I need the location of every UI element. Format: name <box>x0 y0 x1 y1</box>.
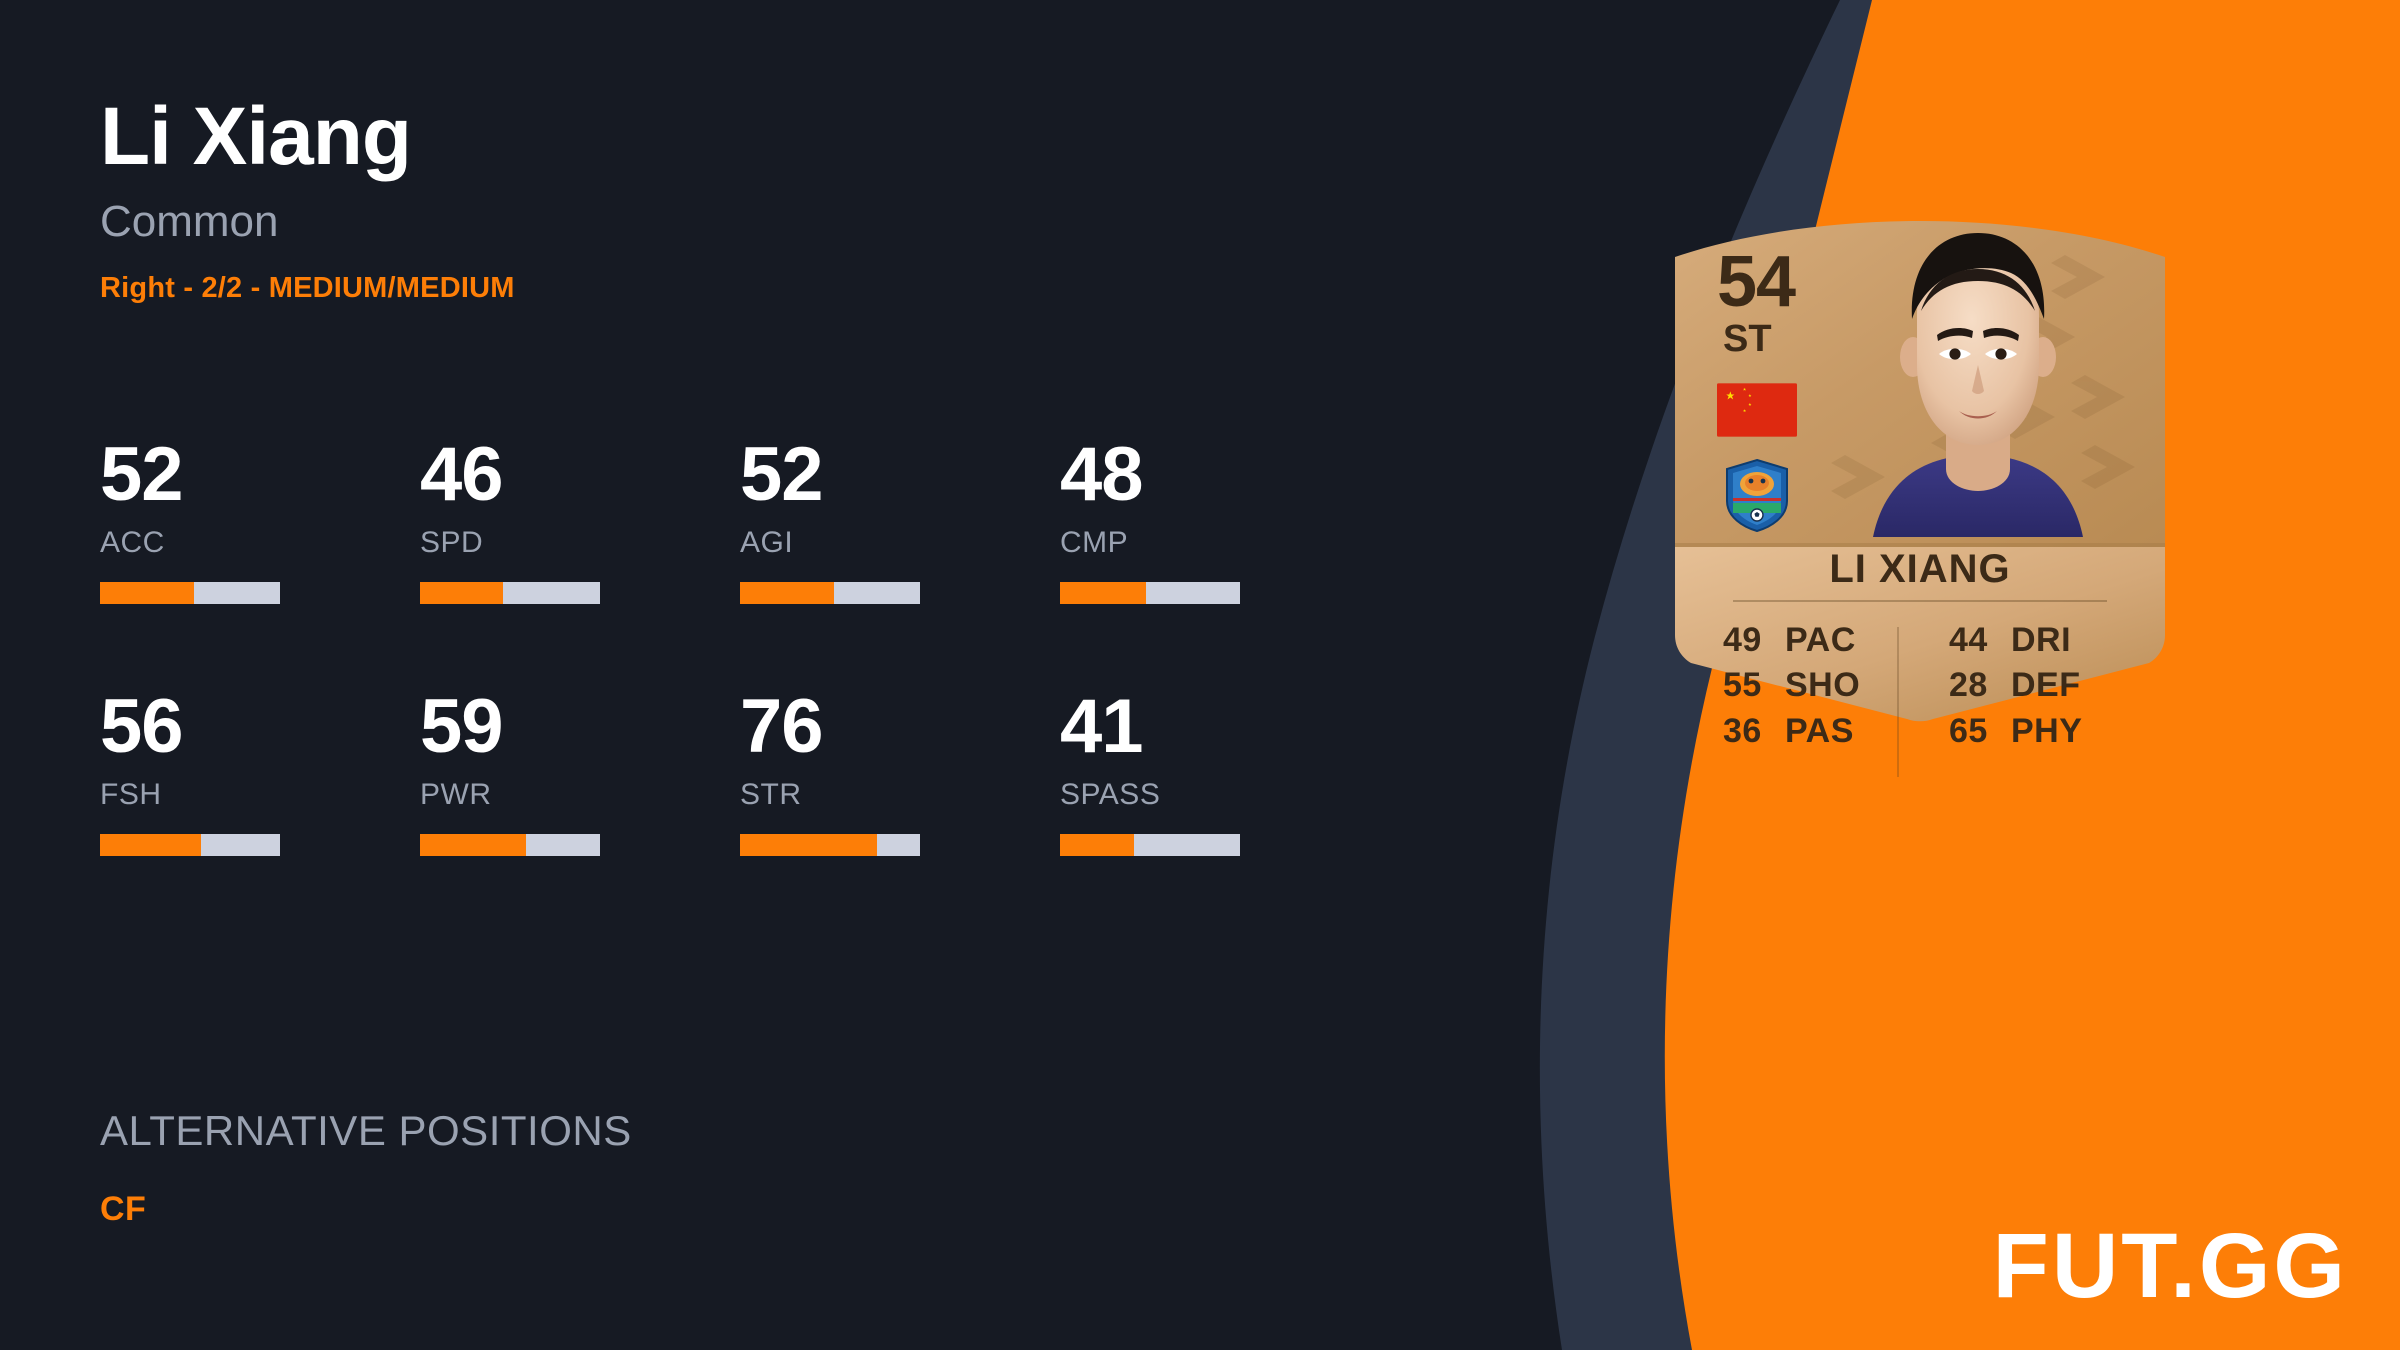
stat-cell: 52 ACC <box>100 432 380 604</box>
stat-progress-fill <box>740 581 834 604</box>
alternative-positions-section: ALTERNATIVE POSITIONS CF <box>100 1110 632 1229</box>
attribute-stats-grid: 52 ACC 46 SPD 52 AGI 48 CMP 56 FSH 59 PWR 76 STR 41 SPA… <box>100 432 1370 856</box>
stat-cell: 46 SPD <box>420 432 700 604</box>
stat-value: 76 <box>740 683 824 769</box>
stat-value: 48 <box>1060 432 1144 517</box>
card-player-name: LI XIANG <box>1829 547 2011 591</box>
dark-curve <box>0 0 1840 1350</box>
stat-progress-fill <box>1060 833 1134 856</box>
stat-label: FSH <box>100 777 162 811</box>
card-stat-row: 65 PHY <box>1949 711 2127 752</box>
stat-cell: 41 SPASS <box>1060 683 1340 856</box>
stat-value: 56 <box>100 683 184 769</box>
stat-value: 52 <box>100 432 184 517</box>
alternative-positions-list[interactable]: CF <box>100 1190 147 1228</box>
stat-label: SPASS <box>1060 777 1161 811</box>
stat-progress-bar <box>420 833 600 856</box>
card-divider <box>1733 600 2107 602</box>
stat-value: 46 <box>420 432 504 517</box>
stat-progress-bar <box>740 833 920 856</box>
futgg-logo[interactable]: FUT.GG <box>1992 1215 2348 1317</box>
card-position: ST <box>1723 318 1772 360</box>
club-crest-icon <box>1723 457 1791 533</box>
stat-cell: 48 CMP <box>1060 432 1340 604</box>
card-stat-label: DEF <box>2011 666 2081 705</box>
stat-progress-fill <box>100 833 201 856</box>
stat-label: AGI <box>740 525 794 559</box>
card-stat-label: PHY <box>2011 711 2083 750</box>
stat-label: SPD <box>420 525 484 559</box>
stat-progress-bar <box>420 581 600 604</box>
card-stat-value: 44 <box>1949 621 1988 659</box>
card-stat-value: 55 <box>1723 666 1762 705</box>
card-stats-left-column: 49 PAC 55 SHO 36 PAS <box>1723 620 1901 752</box>
card-stat-value: 49 <box>1723 621 1762 659</box>
card-stat-value: 65 <box>1949 711 1988 750</box>
card-stat-row: 28 DEF <box>1949 665 2127 706</box>
stat-progress-fill <box>420 581 503 604</box>
card-vertical-divider <box>1897 627 1899 777</box>
stat-progress-fill <box>1060 581 1147 604</box>
stat-progress-fill <box>100 581 194 604</box>
stat-progress-bar <box>1060 833 1240 856</box>
card-stat-row: 55 SHO <box>1723 665 1901 706</box>
china-flag-icon <box>1717 383 1797 437</box>
card-stat-row: 44 DRI <box>1949 620 2127 661</box>
player-rarity: Common <box>100 197 279 246</box>
stat-value: 41 <box>1060 683 1144 769</box>
card-stat-label: PAC <box>1785 621 1856 659</box>
stat-cell: 76 STR <box>740 683 1020 856</box>
stat-progress-bar <box>740 581 920 604</box>
stat-label: PWR <box>420 777 492 811</box>
stat-label: CMP <box>1060 525 1129 559</box>
card-stat-row: 49 PAC <box>1723 620 1901 661</box>
card-stat-label: PAS <box>1785 711 1854 750</box>
card-stat-value: 36 <box>1723 711 1762 750</box>
stat-progress-bar <box>100 833 280 856</box>
stat-progress-fill <box>740 833 877 856</box>
player-traits: Right - 2/2 - MEDIUM/MEDIUM <box>100 272 515 304</box>
card-stat-label: SHO <box>1785 666 1861 705</box>
player-portrait-image <box>1833 207 2123 537</box>
stat-progress-bar <box>1060 581 1240 604</box>
stat-progress-fill <box>420 833 527 856</box>
stat-label: STR <box>740 777 802 811</box>
stat-progress-bar <box>100 581 280 604</box>
stat-cell: 59 PWR <box>420 683 700 856</box>
stat-label: ACC <box>100 525 165 559</box>
card-stat-row: 36 PAS <box>1723 711 1901 752</box>
card-rating: 54 <box>1717 242 1796 322</box>
stat-value: 52 <box>740 432 824 517</box>
card-stats: 49 PAC 55 SHO 36 PAS 44 DRI 28 DEF 65 PHY <box>1723 620 2127 752</box>
player-info-panel: Li Xiang Common Right - 2/2 - MEDIUM/MED… <box>100 96 1400 305</box>
stat-value: 59 <box>420 683 504 769</box>
page-title: Li Xiang <box>100 91 412 182</box>
stat-cell: 56 FSH <box>100 683 380 856</box>
card-stat-value: 28 <box>1949 666 1988 705</box>
stat-cell: 52 AGI <box>740 432 1020 604</box>
player-card[interactable]: 54 ST <box>1665 195 2175 777</box>
alternative-positions-title: ALTERNATIVE POSITIONS <box>100 1107 632 1154</box>
card-stats-right-column: 44 DRI 28 DEF 65 PHY <box>1901 620 2127 752</box>
card-stat-label: DRI <box>2011 621 2072 659</box>
